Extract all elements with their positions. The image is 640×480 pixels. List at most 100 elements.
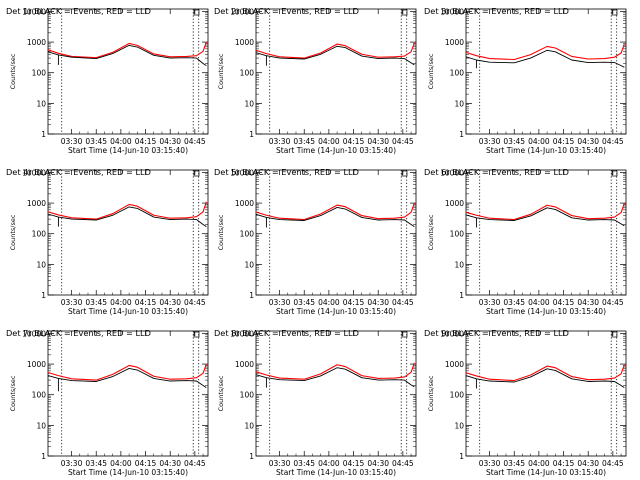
series-lld-line xyxy=(465,203,625,221)
series-events-line xyxy=(465,49,625,68)
y-tick-label: 1 xyxy=(249,291,254,300)
x-tick-label: 04:15 xyxy=(135,459,157,468)
x-axis-label: Start Time (14-Jun-10 03:15:40) xyxy=(486,468,606,477)
y-axis-label: Counts/sec xyxy=(9,214,17,250)
x-tick-label: 03:45 xyxy=(503,298,525,307)
y-tick-label: 1 xyxy=(41,291,46,300)
series-lld-line xyxy=(255,362,415,380)
box-marker xyxy=(193,331,200,338)
y-tick-label: 10 xyxy=(244,260,254,269)
panel-title: Det 3r BLACK = Events, RED = LLD xyxy=(424,6,569,16)
y-tick-label: 1000 xyxy=(445,199,464,208)
detector-panel: Det 6r BLACK = Events, RED = LLD 1 10 100 10… xyxy=(424,167,627,316)
series-events-line xyxy=(255,367,415,388)
detector-panel: Det 2r BLACK = Events, RED = LLD 1 10 100 10… xyxy=(214,6,417,155)
y-axis-label: Counts/sec xyxy=(427,53,435,89)
y-tick-label: 1 xyxy=(459,452,464,461)
x-tick-label: 03:30 xyxy=(269,298,291,307)
y-tick-label: 1000 xyxy=(445,360,464,369)
x-tick-label: 04:15 xyxy=(343,137,365,146)
y-tick-label: 100 xyxy=(450,69,465,78)
x-tick-label: 04:00 xyxy=(110,459,132,468)
x-tick-label: 04:45 xyxy=(392,137,414,146)
y-tick-label: 10000 xyxy=(230,168,254,177)
y-tick-label: 10 xyxy=(36,99,46,108)
x-tick-label: 03:30 xyxy=(479,137,501,146)
x-tick-label: 03:45 xyxy=(293,298,315,307)
box-marker xyxy=(611,331,618,338)
y-tick-label: 10000 xyxy=(22,329,46,338)
y-tick-label: 10 xyxy=(454,99,464,108)
panel-title: Det 4r BLACK = Events, RED = LLD xyxy=(6,167,151,177)
x-tick-label: 04:30 xyxy=(159,298,181,307)
y-axis-label: Counts/sec xyxy=(217,214,225,250)
series-events-line xyxy=(255,45,415,66)
x-tick-label: 04:00 xyxy=(528,459,550,468)
x-tick-label: 04:15 xyxy=(135,298,157,307)
y-tick-label: 1000 xyxy=(235,360,254,369)
x-tick-label: 03:45 xyxy=(85,298,107,307)
y-tick-label: 100 xyxy=(240,69,255,78)
x-tick-label: 04:00 xyxy=(528,137,550,146)
y-axis-label: Counts/sec xyxy=(217,375,225,411)
y-tick-label: 10000 xyxy=(22,7,46,16)
x-tick-label: 04:45 xyxy=(602,459,624,468)
panel-title: Det 8r BLACK = Events, RED = LLD xyxy=(214,328,359,338)
box-marker xyxy=(611,170,618,177)
x-tick-label: 03:45 xyxy=(85,137,107,146)
plot-frame xyxy=(255,169,417,296)
series-lld-line xyxy=(465,364,625,382)
x-tick-label: 04:30 xyxy=(367,459,389,468)
y-tick-label: 1 xyxy=(249,130,254,139)
panel-title: Det 6r BLACK = Events, RED = LLD xyxy=(424,167,569,177)
y-tick-label: 1000 xyxy=(235,199,254,208)
series-events-line xyxy=(255,206,415,228)
x-tick-label: 04:45 xyxy=(184,459,206,468)
x-tick-label: 04:15 xyxy=(553,137,575,146)
y-tick-label: 10000 xyxy=(230,329,254,338)
y-tick-label: 1 xyxy=(459,130,464,139)
x-tick-label: 04:00 xyxy=(318,459,340,468)
plot-frame xyxy=(47,169,209,296)
y-tick-label: 10 xyxy=(36,260,46,269)
y-axis-label: Counts/sec xyxy=(9,53,17,89)
panel-title: Det 2r BLACK = Events, RED = LLD xyxy=(214,6,359,16)
x-tick-label: 04:15 xyxy=(135,137,157,146)
x-tick-label: 04:00 xyxy=(528,298,550,307)
x-tick-label: 03:30 xyxy=(61,459,83,468)
series-lld-line xyxy=(255,42,415,59)
x-tick-label: 03:45 xyxy=(503,459,525,468)
detector-panel: Det 9r BLACK = Events, RED = LLD 1 10 100 10… xyxy=(424,328,627,477)
y-tick-label: 10 xyxy=(454,260,464,269)
y-tick-label: 100 xyxy=(32,391,47,400)
y-tick-label: 100 xyxy=(32,69,47,78)
series-events-line xyxy=(47,367,207,389)
x-tick-label: 03:30 xyxy=(479,459,501,468)
series-events-line xyxy=(465,207,625,227)
x-tick-label: 04:30 xyxy=(159,459,181,468)
series-lld-line xyxy=(465,44,625,61)
y-tick-label: 1 xyxy=(459,291,464,300)
x-tick-label: 04:30 xyxy=(577,298,599,307)
panel-title: Det 7r BLACK = Events, RED = LLD xyxy=(6,328,151,338)
y-tick-label: 10000 xyxy=(440,7,464,16)
panel-title: Det 5r BLACK = Events, RED = LLD xyxy=(214,167,359,177)
x-tick-label: 03:30 xyxy=(269,459,291,468)
x-tick-label: 04:30 xyxy=(159,137,181,146)
y-tick-label: 10000 xyxy=(230,7,254,16)
y-tick-label: 10 xyxy=(36,421,46,430)
panel-title: Det 9r BLACK = Events, RED = LLD xyxy=(424,328,569,338)
x-tick-label: 04:00 xyxy=(318,137,340,146)
x-tick-label: 04:15 xyxy=(343,298,365,307)
x-axis-label: Start Time (14-Jun-10 03:15:40) xyxy=(486,146,606,155)
x-tick-label: 03:30 xyxy=(61,298,83,307)
x-tick-label: 04:30 xyxy=(367,298,389,307)
plot-frame xyxy=(47,330,209,457)
y-tick-label: 10000 xyxy=(22,168,46,177)
x-tick-label: 04:00 xyxy=(318,298,340,307)
detector-panel: Det 3r BLACK = Events, RED = LLD 1 10 100 10… xyxy=(424,6,627,155)
series-lld-line xyxy=(255,202,415,221)
y-tick-label: 1000 xyxy=(27,199,46,208)
y-tick-label: 100 xyxy=(450,230,465,239)
